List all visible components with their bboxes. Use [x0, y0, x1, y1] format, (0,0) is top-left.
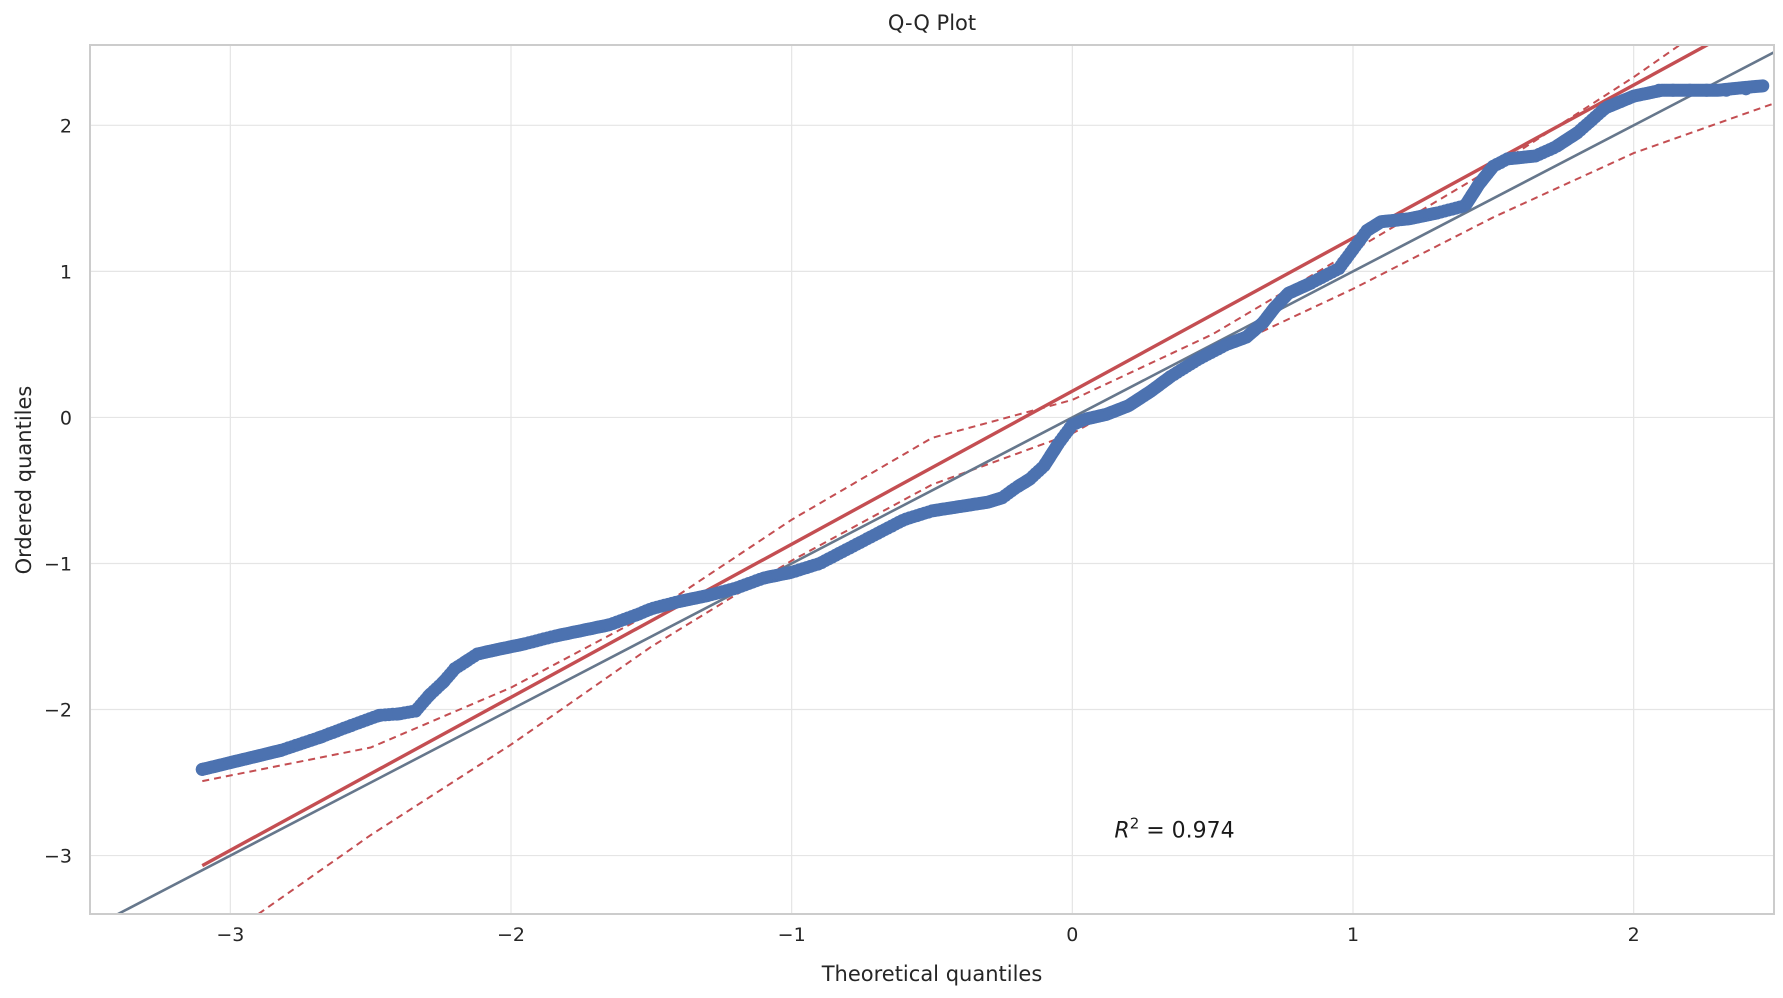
x-tick-label: −1	[778, 924, 806, 946]
grid-lines	[90, 45, 1774, 914]
x-tick-label: 0	[1066, 924, 1078, 946]
identity-line	[115, 51, 1774, 914]
confidence-band-lower	[257, 102, 1774, 914]
data-point	[437, 675, 451, 689]
x-tick-label: 1	[1347, 924, 1359, 946]
chart-title: Q-Q Plot	[888, 11, 976, 35]
y-tick-label: 2	[60, 115, 72, 137]
r-squared-exponent: 2	[1130, 814, 1140, 832]
data-point	[372, 708, 386, 722]
y-tick-label: −3	[44, 846, 72, 868]
data-point	[1652, 83, 1666, 97]
data-point	[459, 654, 473, 668]
x-tick-labels: −3 −2 −1 0 1 2	[216, 924, 1639, 946]
data-point	[1719, 83, 1733, 97]
y-tick-label: −1	[44, 553, 72, 575]
x-tick-label: 2	[1628, 924, 1640, 946]
data-point	[1666, 83, 1680, 97]
y-tick-label: −2	[44, 700, 72, 722]
r-squared-symbol: R	[1114, 818, 1129, 843]
y-tick-label: 0	[60, 407, 72, 429]
x-tick-label: −3	[216, 924, 244, 946]
x-axis-label: Theoretical quantiles	[821, 962, 1043, 986]
x-tick-label: −2	[497, 924, 525, 946]
data-point	[344, 719, 358, 733]
plot-area-frame	[89, 44, 1775, 915]
y-tick-label: 1	[60, 261, 72, 283]
data-point	[1700, 83, 1714, 97]
data-point	[1683, 83, 1697, 97]
data-point	[1739, 82, 1753, 96]
data-point	[313, 730, 327, 744]
data-point	[423, 688, 437, 702]
data-point	[195, 762, 209, 776]
data-point	[409, 704, 423, 718]
data-point	[274, 743, 288, 757]
confidence-band-upper	[202, 45, 1682, 783]
fit-line	[201, 45, 1711, 868]
reference-lines	[115, 45, 1774, 914]
y-axis-label: Ordered quantiles	[12, 386, 36, 575]
data-points	[195, 79, 1770, 776]
r-squared-value: = 0.974	[1139, 818, 1234, 843]
data-point	[448, 662, 462, 676]
y-tick-labels: −3 −2 −1 0 1 2	[44, 115, 72, 867]
data-point	[392, 707, 406, 721]
data-point	[1756, 79, 1770, 93]
r-squared-annotation: R2 = 0.974	[1114, 814, 1234, 843]
